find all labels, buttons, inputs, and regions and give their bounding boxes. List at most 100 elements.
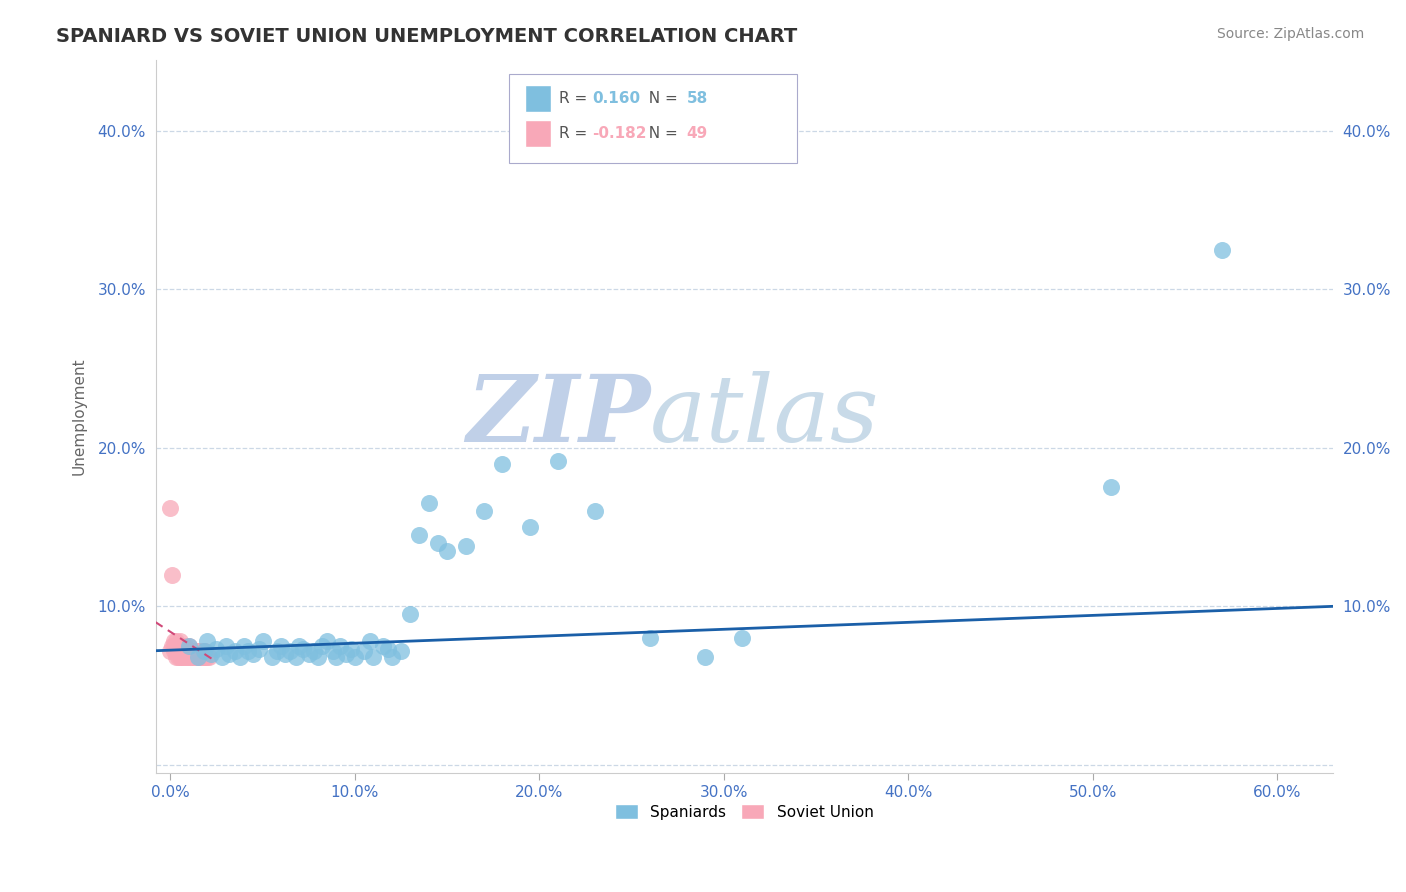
Point (170, 643, 193, 657)
Point (200, 647, 222, 661)
Legend: Spaniards, Soviet Union: Spaniards, Soviet Union (609, 797, 880, 826)
Point (172, 650, 194, 665)
Point (188, 650, 211, 665)
Point (183, 650, 205, 665)
Point (274, 647, 297, 661)
Point (329, 639, 352, 653)
Point (194, 643, 217, 657)
Point (211, 650, 233, 665)
Point (236, 643, 259, 657)
Point (186, 650, 208, 665)
Point (399, 607, 422, 622)
Point (242, 647, 264, 661)
Point (177, 639, 200, 653)
Text: -0.182: -0.182 (592, 126, 647, 141)
Point (193, 643, 215, 657)
FancyBboxPatch shape (526, 120, 551, 146)
Point (180, 650, 202, 665)
Point (181, 650, 204, 665)
Point (187, 643, 209, 657)
Point (638, 631, 661, 645)
Point (190, 650, 212, 665)
Point (1099, 481, 1122, 495)
Point (472, 504, 495, 518)
Point (288, 639, 311, 653)
Point (270, 639, 292, 653)
Text: atlas: atlas (650, 371, 880, 461)
Point (454, 539, 477, 553)
Point (491, 457, 513, 471)
Point (229, 650, 252, 665)
Text: Source: ZipAtlas.com: Source: ZipAtlas.com (1216, 27, 1364, 41)
Point (224, 643, 246, 657)
Point (363, 650, 385, 665)
Point (163, 643, 186, 657)
Point (166, 650, 188, 665)
Point (198, 650, 221, 665)
Text: N =: N = (640, 126, 683, 141)
Point (278, 643, 301, 657)
Point (174, 650, 197, 665)
Y-axis label: Unemployment: Unemployment (72, 358, 86, 475)
FancyBboxPatch shape (526, 86, 551, 112)
Point (307, 650, 329, 665)
Point (695, 650, 717, 665)
Point (371, 639, 394, 653)
Point (176, 650, 198, 665)
Point (187, 650, 209, 665)
Text: ZIP: ZIP (465, 371, 650, 461)
Point (166, 639, 188, 653)
Point (247, 642, 270, 657)
Point (180, 643, 202, 657)
Point (186, 643, 208, 657)
Point (260, 650, 283, 665)
Text: R =: R = (560, 91, 592, 106)
Point (418, 496, 440, 510)
Point (169, 634, 191, 648)
Point (172, 639, 194, 653)
Point (165, 650, 187, 665)
Text: SPANIARD VS SOVIET UNION UNEMPLOYMENT CORRELATION CHART: SPANIARD VS SOVIET UNION UNEMPLOYMENT CO… (56, 27, 797, 45)
Point (160, 567, 183, 582)
FancyBboxPatch shape (509, 74, 797, 163)
Point (215, 639, 238, 653)
Point (205, 642, 228, 657)
Point (160, 639, 183, 653)
Point (165, 643, 187, 657)
Text: N =: N = (640, 91, 683, 106)
Text: 49: 49 (686, 126, 707, 141)
Point (353, 643, 375, 657)
Point (304, 643, 326, 657)
Point (193, 650, 215, 665)
Point (408, 528, 430, 542)
Point (316, 634, 339, 648)
Point (174, 639, 197, 653)
Point (177, 650, 200, 665)
Point (284, 650, 307, 665)
Point (377, 642, 399, 657)
Text: 58: 58 (686, 91, 707, 106)
Point (195, 650, 218, 665)
Point (731, 631, 754, 645)
Point (426, 536, 449, 550)
Point (181, 643, 204, 657)
Point (163, 639, 186, 653)
Point (177, 639, 200, 653)
Point (188, 643, 211, 657)
Point (343, 650, 366, 665)
Point (172, 643, 194, 657)
Point (389, 643, 412, 657)
Point (194, 650, 217, 665)
Point (325, 650, 347, 665)
Point (176, 643, 198, 657)
Point (218, 647, 240, 661)
Point (266, 643, 288, 657)
Point (233, 639, 256, 653)
Point (311, 639, 333, 653)
Point (166, 643, 188, 657)
Point (1211, 243, 1233, 257)
Text: R =: R = (560, 126, 592, 141)
Point (359, 634, 381, 648)
Point (583, 504, 606, 518)
Point (381, 650, 404, 665)
